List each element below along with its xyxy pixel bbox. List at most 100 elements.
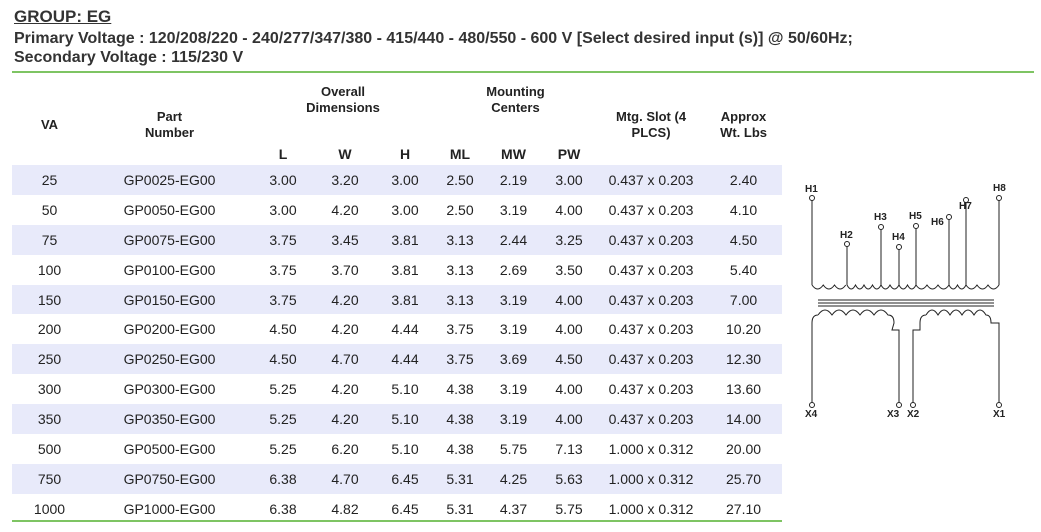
cell-va: 200 (37, 321, 62, 338)
table-row: 300 GP0300-EG00 5.25 4.20 5.10 4.38 3.19 4.00 0.… (12, 374, 782, 404)
cell-w: 3.70 (331, 261, 359, 278)
cell-ml: 2.50 (434, 165, 486, 195)
table-row: 50 GP0050-EG00 3.00 4.20 3.00 2.50 3.19 4.00 0.4… (12, 195, 782, 225)
cell-l: 4.50 (252, 344, 314, 375)
cell-l: 3.75 (252, 224, 314, 255)
cell-w: 6.20 (331, 440, 359, 457)
header-w: W (338, 146, 352, 162)
cell-w: 4.70 (314, 463, 376, 494)
cell-h: 5.10 (391, 440, 419, 457)
terminal-label-h2: H2 (840, 230, 853, 241)
cell-w: 4.20 (331, 201, 359, 218)
cell-ml: 3.75 (434, 344, 486, 375)
header-mw: MW (501, 146, 526, 162)
terminal-label-x3: X3 (887, 409, 900, 420)
cell-wt: 14.00 (705, 404, 783, 435)
table-row: 150 GP0150-EG00 3.75 4.20 3.81 3.13 3.19 4.00 0.… (12, 284, 783, 315)
terminal-label-h3: H3 (874, 212, 887, 223)
cell-h: 3.00 (376, 165, 434, 195)
cell-w: 3.20 (314, 165, 376, 195)
header-overall-dimensions: Overall Dimensions (252, 84, 434, 136)
cell-ml: 3.75 (446, 321, 474, 338)
secondary-terminal-points (809, 402, 1002, 408)
transformer-core (818, 299, 994, 307)
terminal-label-h8: H8 (993, 183, 1006, 194)
cell-va: 500 (37, 440, 62, 457)
cell-pw: 4.00 (541, 284, 598, 315)
transformer-wiring-diagram: H1 H2 H3 H4 H5 H6 H7 H8 (805, 183, 1006, 420)
cell-va: 150 (12, 284, 87, 315)
cell-h: 3.81 (391, 261, 419, 278)
cell-l: 4.50 (269, 321, 297, 338)
cell-slot: 0.437 x 0.203 (597, 284, 706, 315)
cell-part: GP0150-EG00 (87, 284, 252, 315)
terminal-label-h6: H6 (931, 217, 944, 228)
cell-ml: 4.38 (434, 404, 486, 435)
cell-ml: 3.13 (434, 224, 486, 255)
secondary-winding (811, 309, 1000, 403)
header-mtg-slot-text: Mtg. Slot (4 PLCS) (616, 108, 687, 140)
cell-part: GP0100-EG00 (123, 261, 216, 278)
cell-wt: 10.20 (726, 321, 762, 338)
cell-wt: 12.30 (705, 344, 783, 375)
primary-terminal-points (809, 195, 1002, 250)
cell-wt: 27.10 (726, 500, 762, 517)
cell-pw: 4.00 (541, 404, 598, 435)
cell-pw: 4.00 (555, 201, 583, 218)
cell-l: 5.25 (269, 381, 297, 398)
header-pw: PW (557, 146, 581, 162)
cell-mw: 3.19 (499, 321, 528, 338)
cell-ml: 2.50 (446, 201, 474, 218)
cell-mw: 3.19 (499, 201, 528, 218)
header-divider (12, 71, 1034, 73)
header-overall-dimensions-text: Overall Dimensions (306, 84, 380, 115)
cell-part: GP0050-EG00 (123, 201, 216, 218)
terminal-label-x1: X1 (993, 409, 1006, 420)
table-row: 350 GP0350-EG00 5.25 4.20 5.10 4.38 3.19 4.00 0.… (12, 404, 783, 435)
terminal-label-h4: H4 (892, 232, 905, 243)
cell-pw: 3.50 (555, 261, 583, 278)
cell-h: 3.81 (376, 284, 434, 315)
cell-h: 5.10 (391, 381, 419, 398)
cell-va: 75 (12, 224, 87, 255)
cell-pw: 3.25 (541, 224, 598, 255)
cell-w: 4.20 (331, 321, 359, 338)
cell-h: 4.44 (391, 321, 419, 338)
cell-part: GP0075-EG00 (87, 224, 252, 255)
cell-h: 5.10 (376, 404, 434, 435)
header-h: H (399, 146, 411, 162)
cell-w: 4.70 (314, 344, 376, 375)
cell-mw: 3.19 (499, 381, 528, 398)
cell-mw: 2.44 (486, 224, 541, 255)
cell-l: 5.25 (252, 404, 314, 435)
cell-ml: 3.13 (434, 284, 486, 315)
header-part-number-text: Part Number (144, 108, 195, 140)
primary-voltage: Primary Voltage : 120/208/220 - 240/277/… (14, 30, 853, 47)
primary-winding (811, 200, 1000, 290)
cell-slot: 1.000 x 0.312 (608, 500, 694, 517)
cell-slot: 0.437 x 0.203 (597, 224, 706, 255)
cell-mw: 3.19 (486, 284, 541, 315)
cell-h: 6.45 (376, 463, 434, 494)
cell-va: 25 (12, 165, 87, 195)
cell-mw: 4.25 (486, 463, 541, 494)
terminal-label-x2: X2 (907, 409, 920, 420)
cell-l: 3.75 (252, 284, 314, 315)
header-approx-wt-text: Approx Wt. Lbs (720, 108, 767, 140)
table-row: 25 GP0025-EG00 3.00 3.20 3.00 2.50 2.19 3.00 0.4… (12, 165, 783, 195)
cell-part: GP0350-EG00 (87, 404, 252, 435)
footer-divider (12, 520, 782, 522)
cell-h: 6.45 (391, 500, 419, 517)
cell-w: 4.82 (331, 500, 359, 517)
cell-ml: 3.13 (446, 261, 474, 278)
cell-wt: 4.50 (705, 224, 783, 255)
cell-slot: 0.437 x 0.203 (608, 381, 694, 398)
cell-mw: 3.19 (486, 404, 541, 435)
header-mtg-slot: Mtg. Slot (4 PLCS) (597, 84, 705, 165)
cell-wt: 13.60 (726, 381, 762, 398)
cell-va: 50 (41, 201, 58, 218)
cell-wt: 5.40 (729, 261, 758, 278)
cell-slot: 0.437 x 0.203 (608, 201, 694, 218)
cell-wt: 2.40 (705, 165, 783, 195)
cell-l: 3.00 (269, 201, 297, 218)
